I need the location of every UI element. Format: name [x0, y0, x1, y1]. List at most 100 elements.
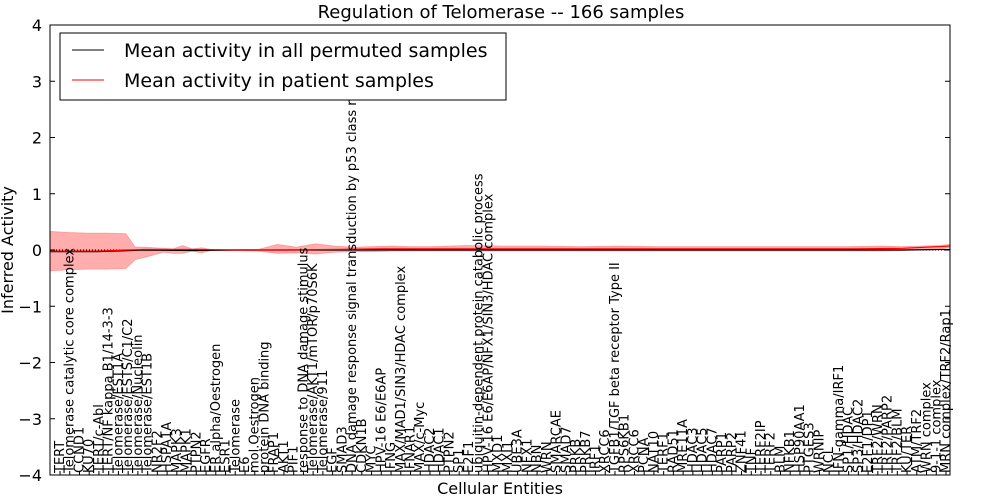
x-tick-label: FRAP1 [267, 432, 282, 473]
x-tick-label: SMARCAE [550, 410, 565, 473]
x-tick-label: PRKB7 [579, 430, 594, 473]
x-tick-label: HSP90AA1 [793, 404, 808, 473]
x-tick-label: PTPN2 [189, 431, 204, 473]
x-tick-label: TERT/NF kappa B1/14-3-3 [102, 307, 117, 474]
x-tick-label: WRNIP [812, 430, 827, 473]
x-tick-label: NFKB1 [783, 430, 798, 473]
x-axis-label: Cellular Entities [437, 479, 563, 498]
x-tick-label: HDAC3 [686, 427, 701, 473]
x-tick-label: CCND1 [72, 427, 87, 473]
x-tick-label: TGFB1/TGF beta receptor Type II [608, 262, 623, 474]
x-tick-label: EGF [326, 447, 341, 473]
x-tick-label: XRCC6 [627, 429, 642, 473]
x-tick-label: NCL [822, 446, 837, 473]
x-tick-label: MAX/c-Myc [413, 402, 428, 473]
x-tick-label: SMAD3 [335, 426, 350, 473]
y-tick-label: 0 [32, 241, 42, 260]
x-tick-label: PARP2 [725, 432, 740, 473]
x-tick-label: NAT10 [647, 431, 662, 473]
legend: Mean activity in all permuted samples Me… [59, 32, 507, 101]
x-tick-label: MXD1 [491, 435, 506, 473]
x-tick-label: MRE11A [676, 419, 691, 473]
x-tick-label: TERF2 [764, 432, 779, 474]
y-tick-label: −1 [18, 297, 42, 316]
chart-title: Regulation of Telomerase -- 166 samples [318, 2, 685, 23]
x-tick-label: E6 [238, 457, 253, 474]
series-line-patient [50, 245, 951, 252]
x-tick-label: Telomerase catalytic core complex [63, 248, 78, 474]
x-tick-label: PCNA [637, 437, 652, 473]
x-tick-label: MAPK1 [180, 428, 195, 473]
x-tick-label: HPV-16 E6/E6AP/NFX1/SIN3/HDAC complex [481, 193, 496, 473]
x-tick-label: MAPK3 [170, 428, 185, 473]
x-tick-label: MAX/MAD1/SIN3/HDAC complex [394, 266, 409, 473]
x-tick-label: ZNF41 [735, 430, 750, 473]
x-tick-label: SP1/HDAC [842, 407, 857, 473]
x-tick-label: Telomerase/ESTS/C1/C2 [121, 318, 136, 474]
x-tick-label: response to DNA damage stimulus [296, 247, 311, 473]
x-tick-label: mol.Oestrogen [248, 377, 263, 473]
x-tick-label: TERT/c-Abl [92, 404, 107, 474]
x-tick-label: PTPN2 [442, 431, 457, 473]
x-tick-label: XRCC6 [598, 429, 613, 473]
x-tick-label: RPS6KB1 [618, 414, 633, 473]
y-tick-label: 4 [32, 16, 42, 35]
x-tick-label: TRF2/WRN [871, 404, 886, 474]
y-axis: −4 −3 −2 −1 0 1 2 3 4 [18, 16, 950, 485]
plot-area [49, 231, 951, 272]
x-tick-label: PRKB [569, 439, 584, 473]
x-tick-label: ESR1 [219, 439, 234, 473]
x-tick-label: Telomerase/EST1A [111, 353, 126, 474]
x-tick-label: TNF [744, 448, 759, 474]
x-tick-label: WRN [540, 441, 555, 473]
x-tick-label: PIF1 [287, 446, 302, 473]
x-tick-label: RAD51 [666, 429, 681, 473]
x-tick-label: TRF2/PARP2 [881, 395, 896, 474]
x-tick-label: TERF2IP [754, 420, 769, 474]
x-tick-label: MXI1 [501, 441, 516, 473]
x-tick-label: NR2F2 [150, 430, 165, 473]
x-tick-label: AKT1 [277, 440, 292, 473]
x-tick-label: DNA damage response signal transduction … [345, 46, 360, 473]
x-tick-label: 9-1-1 complex [929, 379, 944, 473]
x-tick-label: HDAC5 [696, 427, 711, 473]
x-tick-label: HDAC7 [705, 427, 720, 473]
y-tick-label: −3 [18, 410, 42, 429]
y-tick-label: 3 [32, 72, 42, 91]
x-tick-label: HSPA1A [160, 422, 175, 473]
x-tick-label: ubiquitin-dependent protein catabolic pr… [472, 173, 487, 473]
x-tick-label: MRN complex/TRF2/Rap1 [939, 309, 954, 473]
x-tick-label: KU70 [82, 439, 97, 473]
x-tick-label: SMAD7 [559, 426, 574, 473]
x-tick-label: SP3/HDAC2 [851, 399, 866, 473]
x-tick-label: IFNG [384, 442, 399, 473]
x-tick-label: E2F1 [462, 441, 477, 473]
y-tick-label: 2 [32, 129, 42, 148]
x-tick-label: HDAC1 [433, 427, 448, 473]
x-tick-label: IRF1 [588, 444, 603, 473]
x-tick-label: NBN [530, 445, 545, 473]
x-tick-label: Telomerase/AKT1/mTOR/p70S6K [306, 263, 321, 474]
x-tick-label: BLM [773, 446, 788, 473]
legend-label-permuted: Mean activity in all permuted samples [124, 40, 487, 62]
x-tick-label: KU/TER [900, 426, 915, 473]
x-tick-label: protein DNA binding [257, 341, 272, 473]
x-tick-label: Telomerase/911 [316, 370, 331, 474]
legend-box [59, 32, 507, 101]
x-tick-label: ER alpha/Oestrogen [209, 344, 224, 473]
x-tick-label: PARP1 [715, 432, 730, 473]
y-tick-label: 1 [32, 185, 42, 204]
y-tick-label: −4 [18, 466, 42, 485]
x-tick-label: Telomerase/Nucleolin [131, 334, 146, 474]
x-tick-label: WRN complex [920, 382, 935, 473]
y-tick-label: −2 [18, 354, 42, 373]
x-tick-label: NFX1 [520, 439, 535, 473]
legend-label-patient: Mean activity in patient samples [124, 70, 434, 92]
x-tick-label: SP1 [452, 449, 467, 473]
x-tick-label: HDAC2 [423, 427, 438, 473]
series-line-permuted [50, 248, 951, 253]
x-tick-label: TERF1 [657, 432, 672, 474]
x-tick-label: PTGES3 [803, 422, 818, 473]
